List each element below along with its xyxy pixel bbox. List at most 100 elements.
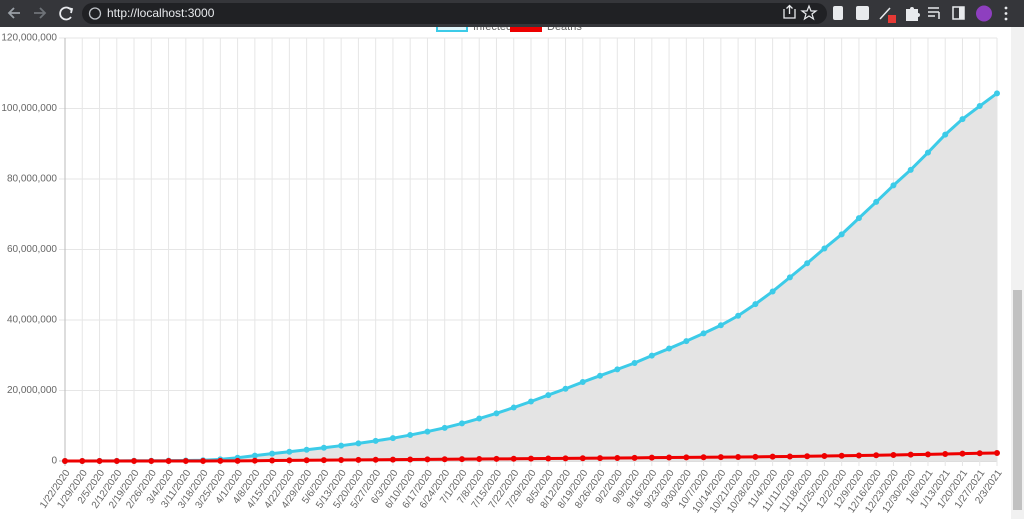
data-point [907, 451, 914, 458]
data-point [752, 301, 759, 308]
data-point [407, 432, 414, 439]
y-tick-label: 120,000,000 [1, 33, 57, 44]
data-point [441, 424, 448, 431]
data-point [804, 453, 811, 460]
data-point [579, 379, 586, 386]
extension-icon[interactable] [833, 6, 843, 20]
data-point [476, 415, 483, 422]
data-point [786, 274, 793, 281]
data-point [355, 456, 362, 463]
data-point [338, 456, 345, 463]
data-point [493, 410, 500, 417]
data-point [855, 452, 862, 459]
data-point [873, 452, 880, 459]
data-point [182, 457, 189, 464]
forward-button[interactable] [34, 7, 47, 19]
data-point [303, 457, 310, 464]
y-tick-label: 0 [51, 456, 57, 467]
data-point [976, 450, 983, 457]
extensions-icon[interactable] [906, 7, 920, 21]
data-point [148, 457, 155, 464]
extension-icon[interactable] [879, 7, 891, 20]
data-point [942, 450, 949, 457]
data-point [959, 450, 966, 457]
data-point [476, 456, 483, 463]
data-point [79, 457, 86, 464]
site-info-icon[interactable] [88, 7, 102, 20]
data-point [113, 457, 120, 464]
data-point [372, 437, 379, 444]
data-point [338, 442, 345, 449]
data-point [838, 231, 845, 238]
data-point [994, 450, 1000, 457]
data-point [976, 103, 983, 110]
data-point [683, 338, 690, 345]
data-point [735, 312, 742, 319]
data-point [424, 428, 431, 435]
data-point [890, 451, 897, 458]
extension-icon[interactable] [856, 6, 869, 20]
data-point [424, 456, 431, 463]
data-point [769, 453, 776, 460]
data-point [631, 454, 638, 461]
reload-button[interactable] [59, 6, 74, 21]
data-point [666, 454, 673, 461]
data-point [648, 352, 655, 359]
back-button[interactable] [7, 7, 20, 19]
data-point [251, 457, 258, 464]
data-point [545, 392, 552, 399]
y-tick-label: 100,000,000 [1, 103, 57, 114]
data-point [389, 456, 396, 463]
profile-avatar[interactable] [976, 5, 992, 22]
data-point [286, 457, 293, 464]
data-point [579, 455, 586, 462]
data-point [62, 457, 68, 464]
data-point [510, 455, 517, 462]
bookmark-icon[interactable] [800, 4, 818, 21]
chart: 0 20,000,000 40,000,000 60,000,000 80,000,00… [1, 21, 1004, 515]
menu-icon[interactable] [1004, 6, 1008, 10]
data-point [890, 182, 897, 189]
data-point [752, 453, 759, 460]
data-point [700, 330, 707, 337]
y-tick-label: 80,000,000 [7, 174, 57, 185]
data-point [131, 457, 138, 464]
data-point [458, 420, 465, 427]
data-point [269, 457, 276, 464]
y-tick-label: 40,000,000 [7, 315, 57, 326]
data-point [96, 457, 103, 464]
data-point [458, 456, 465, 463]
data-point [234, 457, 241, 464]
data-point [666, 345, 673, 352]
scrollbar-thumb[interactable] [1013, 290, 1022, 510]
data-point [873, 198, 880, 205]
data-point [821, 453, 828, 460]
data-point [372, 456, 379, 463]
y-tick-label: 20,000,000 [7, 385, 57, 396]
data-point [320, 444, 327, 451]
data-point [631, 360, 638, 367]
data-point [597, 455, 604, 462]
data-point [389, 435, 396, 442]
url[interactable]: http://localhost:3000 [107, 6, 215, 20]
data-point [493, 455, 500, 462]
menu-icon [1004, 17, 1008, 21]
data-point [942, 131, 949, 138]
data-point [907, 166, 914, 173]
data-point [562, 455, 569, 462]
data-point [717, 322, 724, 329]
side-panel-icon [959, 7, 964, 19]
data-point [804, 260, 811, 267]
data-point [717, 454, 724, 461]
data-point [528, 455, 534, 462]
address-bar[interactable] [82, 3, 827, 24]
data-point [355, 440, 362, 447]
data-point [683, 454, 690, 461]
data-point [165, 457, 172, 464]
share-icon[interactable] [783, 4, 796, 19]
data-point [200, 457, 207, 464]
data-point [769, 288, 776, 295]
data-point [959, 116, 966, 123]
media-icon[interactable] [928, 7, 940, 19]
